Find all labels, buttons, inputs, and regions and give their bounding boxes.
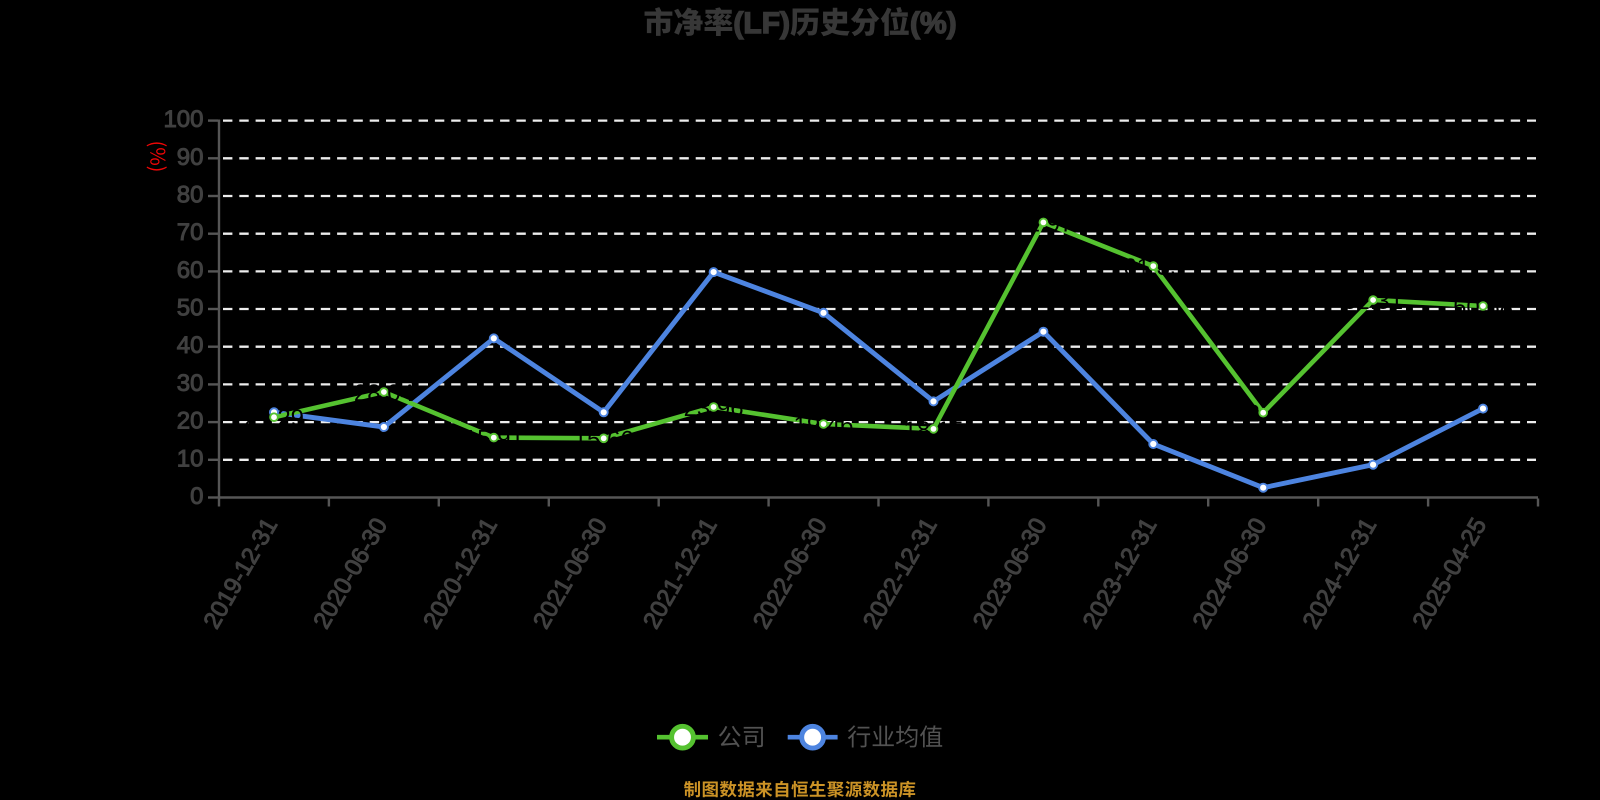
svg-text:(LF): (LF) [733,7,790,40]
svg-text:18.15: 18.15 [903,417,963,444]
svg-text:50: 50 [177,295,204,322]
svg-text:70: 70 [177,219,204,246]
svg-text:21.29: 21.29 [244,405,304,432]
svg-text:28.04: 28.04 [354,380,414,407]
svg-text:10: 10 [177,445,204,472]
svg-text:40: 40 [177,332,204,359]
svg-text:15.91: 15.91 [464,426,524,453]
svg-text:52.31: 52.31 [1343,288,1403,315]
svg-text:90: 90 [177,144,204,171]
svg-text:50.68: 50.68 [1453,294,1513,321]
svg-text:0: 0 [190,483,203,510]
svg-text:100: 100 [163,106,203,133]
svg-text:22.43: 22.43 [1233,401,1293,428]
svg-text:15.66: 15.66 [574,426,634,453]
svg-text:23.96: 23.96 [684,395,744,422]
svg-text:72.97: 72.97 [1013,210,1073,237]
svg-text:61.39: 61.39 [1123,254,1183,281]
svg-text:(%): (%) [910,7,957,40]
svg-text:80: 80 [177,182,204,209]
svg-text:60: 60 [177,257,204,284]
svg-text:19.46: 19.46 [793,412,853,439]
svg-text:20: 20 [177,408,204,435]
svg-text:30: 30 [177,370,204,397]
